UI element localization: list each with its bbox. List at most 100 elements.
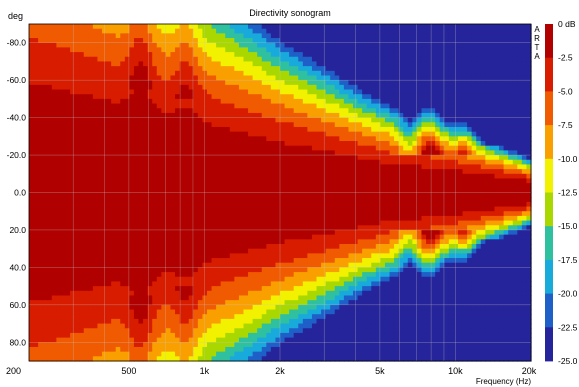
heatmap-cell: [29, 141, 35, 147]
heatmap-cell: [133, 234, 140, 240]
heatmap-cell: [170, 103, 176, 109]
heatmap-cell: [257, 332, 263, 339]
heatmap-cell: [97, 103, 103, 109]
heatmap-cell: [56, 332, 62, 339]
heatmap-cell: [175, 323, 181, 329]
heatmap-cell: [302, 178, 308, 184]
heatmap-cell: [60, 342, 67, 348]
heatmap-cell: [106, 164, 112, 170]
heatmap-cell: [111, 337, 117, 343]
heatmap-cell: [47, 122, 53, 128]
heatmap-cell: [79, 248, 85, 254]
heatmap-cell: [266, 300, 272, 306]
heatmap-cell: [115, 155, 121, 161]
heatmap-cell: [275, 323, 281, 329]
heatmap-cell: [257, 281, 263, 287]
heatmap-cell: [284, 243, 290, 250]
heatmap-cell: [97, 267, 103, 273]
heatmap-cell: [179, 239, 185, 245]
heatmap-cell: [302, 122, 308, 128]
heatmap-cell: [138, 112, 144, 119]
heatmap-cell: [152, 225, 158, 231]
heatmap-cell: [51, 103, 57, 109]
heatmap-cell: [316, 342, 322, 348]
heatmap-cell: [88, 141, 94, 147]
heatmap-cell: [220, 75, 226, 81]
heatmap-cell: [197, 131, 204, 137]
heatmap-cell: [330, 56, 336, 63]
heatmap-cell: [33, 267, 39, 273]
heatmap-cell: [257, 290, 263, 297]
heatmap-cell: [129, 211, 135, 217]
heatmap-cell: [83, 187, 89, 194]
heatmap-cell: [188, 304, 194, 311]
heatmap-cell: [115, 126, 121, 133]
heatmap-cell: [156, 206, 162, 212]
heatmap-cell: [97, 84, 103, 91]
heatmap-cell: [270, 300, 277, 306]
heatmap-cell: [284, 248, 290, 254]
heatmap-cell: [74, 253, 80, 259]
heatmap-cell: [257, 103, 263, 109]
heatmap-cell: [307, 159, 313, 166]
heatmap-cell: [293, 169, 299, 175]
heatmap-cell: [106, 136, 112, 142]
heatmap-cell: [92, 272, 99, 278]
heatmap-cell: [60, 28, 67, 34]
heatmap-cell: [325, 94, 331, 100]
heatmap-cell: [47, 225, 53, 231]
heatmap-cell: [334, 215, 340, 222]
heatmap-cell: [133, 122, 140, 128]
heatmap-cell: [179, 136, 185, 142]
heatmap-cell: [51, 89, 57, 95]
heatmap-cell: [211, 192, 217, 198]
heatmap-cell: [120, 117, 126, 123]
heatmap-cell: [280, 220, 286, 226]
heatmap-cell: [238, 150, 245, 156]
heatmap-cell: [143, 28, 149, 34]
heatmap-cell: [252, 197, 258, 203]
heatmap-cell: [51, 197, 57, 203]
heatmap-cell: [106, 267, 112, 273]
heatmap-cell: [216, 94, 222, 100]
heatmap-cell: [334, 248, 340, 254]
heatmap-cell: [156, 337, 162, 343]
heatmap-cell: [165, 351, 172, 357]
heatmap-cell: [60, 318, 67, 325]
heatmap-cell: [330, 122, 336, 128]
heatmap-cell: [60, 290, 67, 297]
heatmap-cell: [92, 215, 99, 222]
heatmap-cell: [307, 225, 313, 231]
heatmap-cell: [298, 108, 304, 114]
heatmap-cell: [261, 328, 267, 334]
heatmap-cell: [330, 211, 336, 217]
heatmap-cell: [115, 56, 121, 63]
heatmap-cell: [307, 234, 313, 240]
heatmap-cell: [156, 328, 162, 334]
heatmap-cell: [229, 281, 235, 287]
heatmap-cell: [47, 84, 53, 91]
heatmap-cell: [257, 28, 263, 34]
heatmap-cell: [47, 262, 53, 268]
heatmap-cell: [339, 131, 345, 137]
heatmap-cell: [252, 178, 258, 184]
heatmap-cell: [115, 351, 121, 357]
heatmap-cell: [179, 155, 185, 161]
heatmap-cell: [229, 234, 235, 240]
heatmap-cell: [133, 28, 140, 34]
heatmap-cell: [42, 56, 48, 63]
heatmap-cell: [165, 262, 172, 268]
heatmap-cell: [316, 197, 322, 203]
heatmap-cell: [88, 66, 94, 72]
heatmap-cell: [316, 234, 322, 240]
heatmap-cell: [225, 253, 231, 259]
heatmap-cell: [280, 323, 286, 329]
heatmap-cell: [152, 98, 158, 105]
heatmap-cell: [165, 197, 172, 203]
heatmap-cell: [165, 267, 172, 273]
heatmap-cell: [220, 103, 226, 109]
heatmap-cell: [138, 117, 144, 123]
heatmap-cell: [252, 267, 258, 273]
heatmap-cell: [270, 80, 277, 86]
heatmap-cell: [33, 201, 39, 208]
